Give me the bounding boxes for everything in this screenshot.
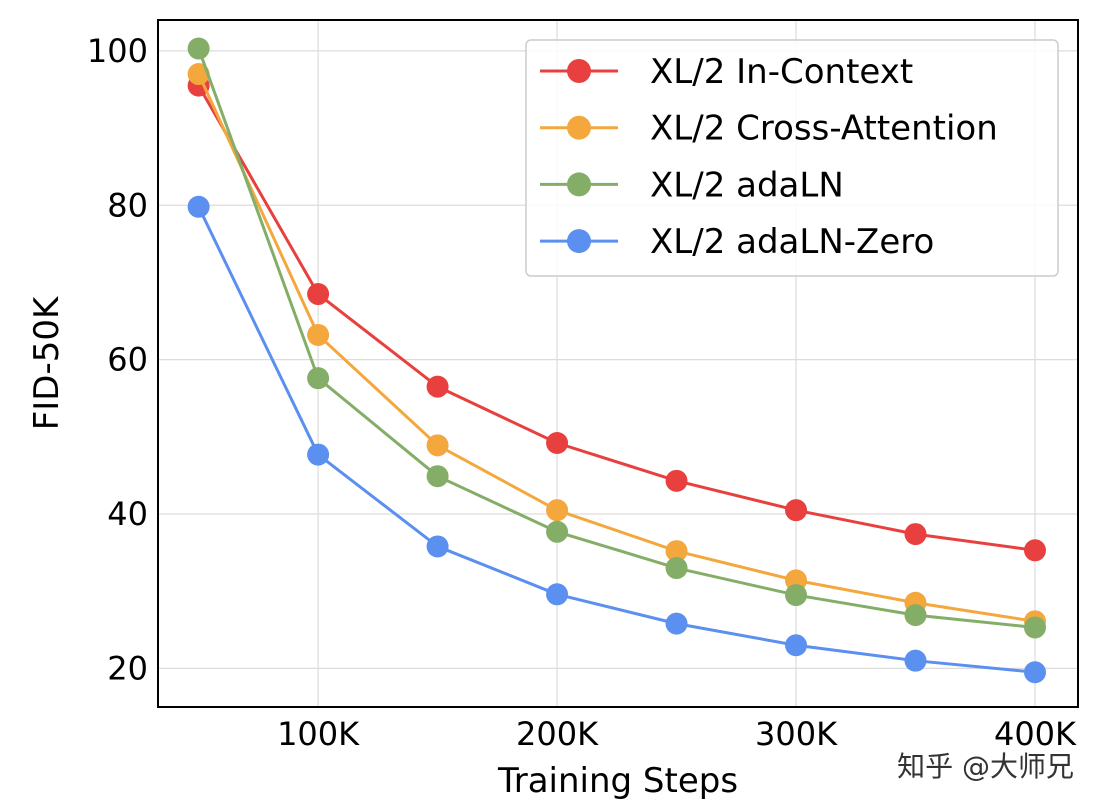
y-tick-label: 40 bbox=[107, 495, 148, 533]
y-axis-title: FID-50K bbox=[27, 295, 67, 430]
data-point bbox=[904, 604, 927, 627]
data-point bbox=[785, 584, 808, 607]
data-point bbox=[426, 434, 449, 457]
series-line bbox=[197, 48, 1036, 629]
data-point bbox=[665, 557, 688, 580]
x-tick-label: 200K bbox=[516, 715, 599, 753]
x-tick-label: 400K bbox=[994, 715, 1077, 753]
data-point bbox=[426, 535, 449, 558]
data-point bbox=[546, 499, 569, 522]
legend: XL/2 In-Context XL/2 Cross-Attention XL/2 … bbox=[525, 39, 1059, 277]
series-0 bbox=[187, 74, 1046, 562]
data-point bbox=[1023, 539, 1046, 562]
tick-labels: 100K 200K 300K 400K 20 40 60 80 100 bbox=[87, 32, 1077, 753]
legend-label: XL/2 adaLN bbox=[650, 165, 844, 205]
data-point bbox=[426, 375, 449, 398]
y-tick-label: 60 bbox=[107, 341, 148, 379]
legend-marker bbox=[567, 229, 591, 254]
data-point bbox=[187, 63, 210, 86]
data-point bbox=[904, 649, 927, 672]
data-point bbox=[546, 583, 569, 606]
data-point bbox=[665, 540, 688, 563]
legend-marker bbox=[567, 172, 591, 197]
x-axis-title: Training Steps bbox=[497, 761, 738, 801]
legend-label: XL/2 adaLN-Zero bbox=[650, 222, 934, 262]
legend-label: XL/2 Cross-Attention bbox=[650, 109, 998, 149]
series-line bbox=[197, 84, 1036, 552]
data-point bbox=[187, 37, 210, 60]
legend-label: XL/2 In-Context bbox=[650, 52, 913, 92]
legend-item-0: XL/2 In-Context bbox=[540, 52, 913, 92]
data-point bbox=[785, 499, 808, 522]
legend-item-2: XL/2 adaLN bbox=[540, 165, 844, 205]
data-point bbox=[307, 323, 330, 346]
series-layer bbox=[187, 37, 1046, 684]
series-2 bbox=[187, 37, 1046, 639]
data-point bbox=[665, 612, 688, 635]
legend-marker bbox=[567, 59, 591, 83]
y-tick-label: 20 bbox=[107, 649, 148, 687]
data-point bbox=[546, 520, 569, 543]
x-tick-label: 300K bbox=[755, 715, 838, 753]
data-point bbox=[1023, 661, 1046, 684]
data-point bbox=[307, 367, 330, 390]
x-tick-label: 100K bbox=[277, 715, 360, 753]
data-point bbox=[187, 195, 210, 218]
data-point bbox=[785, 634, 808, 657]
data-point bbox=[426, 465, 449, 488]
plot-frame bbox=[157, 19, 1079, 708]
legend-item-3: XL/2 adaLN-Zero bbox=[540, 222, 934, 262]
data-point bbox=[1023, 616, 1046, 639]
data-point bbox=[307, 283, 330, 306]
series-line bbox=[197, 73, 1036, 623]
series-1 bbox=[187, 63, 1046, 633]
series-3 bbox=[187, 195, 1046, 684]
data-point bbox=[665, 469, 688, 492]
watermark-text: 知乎 @大师兄 bbox=[897, 750, 1074, 783]
legend-item-1: XL/2 Cross-Attention bbox=[540, 109, 998, 149]
data-point bbox=[904, 523, 927, 546]
series-line bbox=[197, 206, 1036, 674]
legend-marker bbox=[567, 115, 591, 140]
legend-box bbox=[525, 39, 1059, 277]
data-point bbox=[307, 443, 330, 466]
y-tick-label: 80 bbox=[107, 186, 148, 224]
data-point bbox=[546, 432, 569, 455]
y-tick-label: 100 bbox=[87, 32, 148, 70]
